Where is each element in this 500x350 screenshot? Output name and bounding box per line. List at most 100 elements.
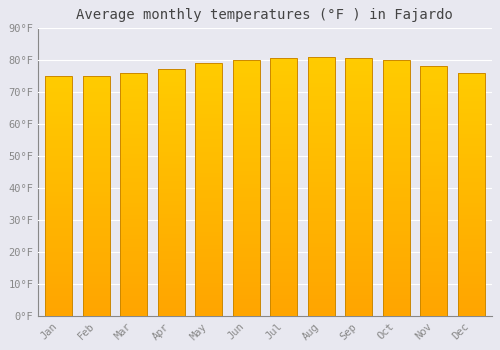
Bar	[308, 134, 334, 139]
Bar	[83, 96, 110, 100]
Bar	[382, 282, 409, 287]
Bar	[270, 84, 297, 88]
Bar	[120, 272, 148, 276]
Bar	[158, 168, 184, 172]
Bar	[308, 61, 334, 65]
Bar	[46, 228, 72, 232]
Bar	[46, 220, 72, 224]
Bar	[158, 82, 184, 86]
Bar	[458, 166, 484, 170]
Bar	[83, 284, 110, 288]
Bar	[270, 290, 297, 295]
Bar	[382, 64, 409, 68]
Bar	[345, 256, 372, 260]
Bar	[382, 261, 409, 265]
Bar	[270, 71, 297, 75]
Bar	[120, 296, 148, 300]
Bar	[46, 244, 72, 248]
Bar	[382, 103, 409, 107]
Bar	[345, 153, 372, 157]
Bar	[195, 274, 222, 279]
Bar	[270, 299, 297, 303]
Bar	[345, 75, 372, 80]
Bar	[270, 286, 297, 290]
Bar	[382, 218, 409, 222]
Bar	[345, 110, 372, 114]
Bar	[83, 104, 110, 108]
Bar	[270, 170, 297, 174]
Bar	[345, 144, 372, 148]
Bar	[83, 116, 110, 120]
Bar	[420, 179, 447, 183]
Bar	[382, 107, 409, 111]
Bar	[382, 111, 409, 116]
Bar	[158, 234, 184, 238]
Bar	[83, 124, 110, 128]
Bar	[345, 239, 372, 243]
Bar	[120, 170, 148, 174]
Bar	[420, 116, 447, 120]
Bar	[270, 187, 297, 191]
Bar	[158, 242, 184, 246]
Bar	[120, 186, 148, 190]
Bar	[46, 140, 72, 144]
Bar	[158, 300, 184, 304]
Bar	[83, 276, 110, 280]
Bar	[308, 212, 334, 217]
Bar	[308, 182, 334, 187]
Bar	[458, 243, 484, 247]
Bar	[232, 154, 260, 158]
Bar	[420, 141, 447, 146]
Bar	[382, 270, 409, 274]
Bar	[345, 196, 372, 200]
Bar	[195, 84, 222, 88]
Bar	[120, 154, 148, 158]
Bar	[308, 256, 334, 260]
Bar	[420, 166, 447, 170]
Bar	[382, 132, 409, 137]
Bar	[308, 87, 334, 91]
Bar	[458, 198, 484, 203]
Bar	[420, 125, 447, 129]
Bar	[83, 224, 110, 228]
Bar	[83, 264, 110, 268]
Bar	[382, 274, 409, 278]
Bar	[270, 243, 297, 247]
Bar	[382, 308, 409, 312]
Bar	[345, 58, 372, 62]
Bar	[420, 133, 447, 137]
Bar	[458, 85, 484, 89]
Bar	[308, 230, 334, 234]
Bar	[458, 182, 484, 187]
Bar	[158, 152, 184, 156]
Bar	[195, 253, 222, 257]
Bar	[420, 99, 447, 104]
Bar	[120, 142, 148, 146]
Bar	[46, 192, 72, 196]
Bar	[270, 273, 297, 278]
Bar	[308, 195, 334, 199]
Bar	[232, 252, 260, 257]
Bar	[270, 105, 297, 110]
Bar	[458, 77, 484, 81]
Bar	[345, 170, 372, 174]
Bar	[382, 239, 409, 244]
Bar	[420, 170, 447, 175]
Bar	[420, 241, 447, 246]
Bar	[270, 256, 297, 260]
Bar	[195, 228, 222, 232]
Bar	[420, 95, 447, 99]
Bar	[120, 105, 148, 109]
Bar	[345, 243, 372, 247]
Bar	[83, 108, 110, 112]
Bar	[382, 226, 409, 231]
Bar	[420, 83, 447, 87]
Bar	[120, 125, 148, 130]
Bar	[195, 126, 222, 131]
Bar	[195, 194, 222, 198]
Bar	[345, 230, 372, 235]
Bar	[270, 92, 297, 97]
Bar	[345, 252, 372, 256]
Bar	[232, 81, 260, 85]
Bar	[308, 243, 334, 247]
